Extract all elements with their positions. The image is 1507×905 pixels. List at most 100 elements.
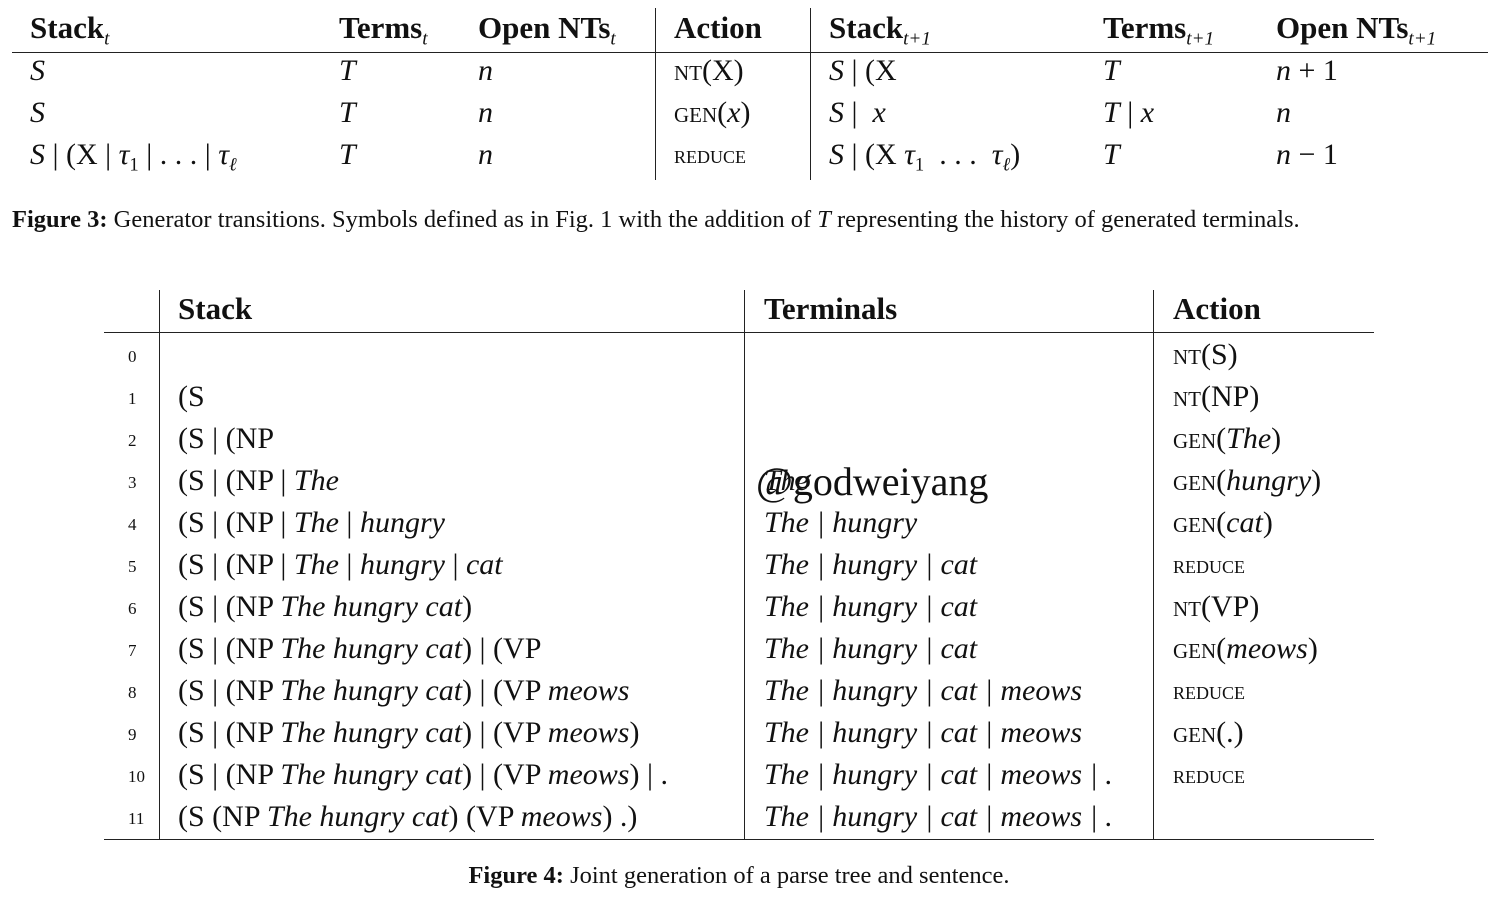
row-stack: (S | (NP The hungry cat) | (VP meows) [178, 716, 640, 749]
cell-stack-next: S | (X [829, 54, 897, 87]
table-row: 11 (S (NP The hungry cat) (VP meows) .) … [104, 796, 1374, 838]
column-divider [744, 290, 745, 839]
column-divider [159, 290, 160, 839]
row-terminals: The [764, 464, 809, 497]
cell-stack: S [30, 96, 45, 129]
table-row: 6 (S | (NP The hungry cat) The | hungry … [104, 586, 1374, 628]
row-number: 6 [128, 599, 137, 618]
row-number: 0 [128, 347, 137, 366]
table-row: 10 (S | (NP The hungry cat) | (VP meows)… [104, 754, 1374, 796]
header-action: Action [674, 10, 762, 45]
table-row: 1 (S nt(NP) [104, 376, 1374, 418]
table-row: 9 (S | (NP The hungry cat) | (VP meows) … [104, 712, 1374, 754]
cell-terms: T [339, 96, 356, 129]
row-action: gen(hungry) [1173, 464, 1322, 497]
cell-stack: S | (X | τ1 | . . . | τℓ [30, 138, 237, 176]
bottom-rule [104, 839, 1374, 840]
table-row: 2 (S | (NP gen(The) [104, 418, 1374, 460]
header-terms-t: Termst [339, 10, 428, 50]
row-terminals: The | hungry [764, 506, 918, 539]
cell-stack-next: S | x [829, 96, 886, 129]
cell-action: gen(x) [674, 96, 751, 129]
row-terminals: The | hungry | cat | meows [764, 716, 1083, 749]
column-divider [810, 8, 811, 180]
caption-label: Figure 4: [468, 862, 564, 889]
cell-open-next: n [1276, 96, 1291, 129]
row-number: 8 [128, 683, 137, 702]
cell-open: n [478, 96, 493, 129]
caption-text: Generator transitions. Symbols defined a… [113, 206, 1300, 233]
header-stack-t1: Stackt+1 [829, 10, 931, 50]
row-terminals: The | hungry | cat | meows [764, 674, 1083, 707]
header-stack: Stack [178, 291, 253, 326]
header-terms-t1: Termst+1 [1103, 10, 1215, 50]
cell-terms: T [339, 54, 356, 87]
row-stack: (S [178, 380, 205, 413]
header-open-nts-t1: Open NTst+1 [1276, 10, 1437, 50]
row-terminals: The | hungry | cat [764, 590, 978, 623]
figure-3-caption: Figure 3: Generator transitions. Symbols… [12, 206, 1492, 234]
figure-4-table: Stack Terminals Action 0 nt(S) 1 (S nt(N… [104, 290, 1374, 841]
table-row: 5 (S | (NP | The | hungry | cat The | hu… [104, 544, 1374, 586]
row-action: nt(S) [1173, 338, 1238, 371]
row-stack: (S | (NP | The | hungry [178, 506, 445, 539]
figure-4-caption: Figure 4: Joint generation of a parse tr… [0, 862, 1478, 890]
row-stack: (S | (NP | The [178, 464, 339, 497]
row-number: 2 [128, 431, 137, 450]
row-number: 3 [128, 473, 137, 492]
table-row: 7 (S | (NP The hungry cat) | (VP The | h… [104, 628, 1374, 670]
row-action: nt(VP) [1173, 590, 1260, 623]
column-divider [655, 8, 656, 180]
row-terminals: The | hungry | cat [764, 632, 978, 665]
row-number: 9 [128, 725, 137, 744]
row-stack: (S | (NP [178, 422, 275, 455]
row-action: nt(NP) [1173, 380, 1260, 413]
row-number: 11 [128, 809, 145, 828]
row-terminals: The | hungry | cat | meows | . [764, 758, 1113, 791]
row-action: reduce [1173, 676, 1245, 705]
table-row: 8 (S | (NP The hungry cat) | (VP meows T… [104, 670, 1374, 712]
row-action: gen(The) [1173, 422, 1282, 455]
row-number: 10 [128, 767, 145, 786]
header-action: Action [1173, 291, 1261, 326]
header-terminals: Terminals [764, 291, 898, 326]
column-divider [1153, 290, 1154, 839]
row-action: gen(meows) [1173, 632, 1318, 665]
row-action: reduce [1173, 760, 1245, 789]
cell-action: reduce [674, 140, 746, 169]
row-number: 5 [128, 557, 137, 576]
cell-open-next: n − 1 [1276, 138, 1338, 171]
cell-open-next: n + 1 [1276, 54, 1338, 87]
header-stack-t: Stackt [30, 10, 110, 50]
row-number: 7 [128, 641, 137, 660]
cell-open: n [478, 138, 493, 171]
row-stack: (S | (NP | The | hungry | cat [178, 548, 503, 581]
cell-terms: T [339, 138, 356, 171]
row-stack: (S | (NP The hungry cat) | (VP meows [178, 674, 630, 707]
row-action: gen(cat) [1173, 506, 1273, 539]
header-rule [104, 332, 1374, 333]
cell-stack-next: S | (X τ1 . . . τℓ) [829, 138, 1021, 176]
row-stack: (S | (NP The hungry cat) | (VP meows) | … [178, 758, 668, 791]
table-row: 3 (S | (NP | The The gen(hungry) [104, 460, 1374, 502]
table-row: 4 (S | (NP | The | hungry The | hungry g… [104, 502, 1374, 544]
row-action: gen(.) [1173, 716, 1244, 749]
caption-text: Joint generation of a parse tree and sen… [570, 862, 1010, 889]
watermark-text: @godweiyang [756, 459, 989, 504]
cell-open: n [478, 54, 493, 87]
figure-3-table: Stackt Termst Open NTst Action Stackt+1 … [12, 8, 1488, 180]
caption-label: Figure 3: [12, 206, 108, 233]
header-rule [12, 52, 1488, 53]
cell-terms-next: T [1103, 138, 1120, 171]
row-action: reduce [1173, 550, 1245, 579]
cell-terms-next: T [1103, 54, 1120, 87]
row-terminals: The | hungry | cat [764, 548, 978, 581]
cell-terms-next: T | x [1103, 96, 1155, 129]
header-open-nts-t: Open NTst [478, 10, 616, 50]
row-stack: (S (NP The hungry cat) (VP meows) .) [178, 800, 638, 833]
table-row: 0 nt(S) [104, 334, 1374, 376]
cell-action: nt(X) [674, 54, 744, 87]
row-number: 1 [128, 389, 137, 408]
row-number: 4 [128, 515, 137, 534]
cell-stack: S [30, 54, 45, 87]
